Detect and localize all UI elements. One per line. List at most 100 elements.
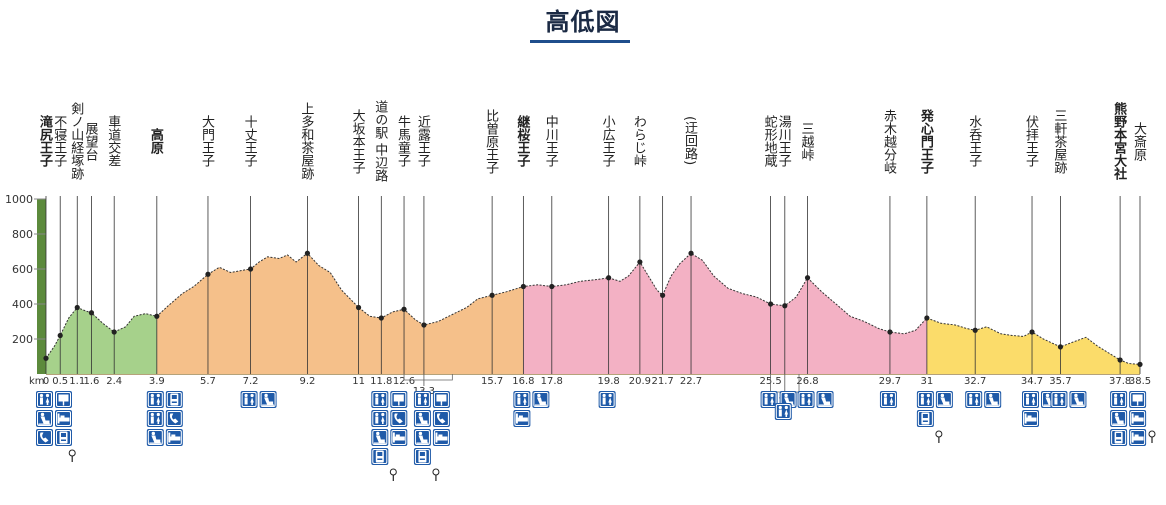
icon-bg [146, 410, 164, 427]
bed-pillow [1134, 434, 1139, 437]
place-label-28: 大斎原 [1131, 122, 1146, 161]
place-name: 滝尻王子 [37, 115, 52, 167]
place-label-26: 三軒茶屋跡 [1051, 109, 1066, 174]
place-label-6: 大門王子 [199, 115, 214, 167]
km-label: 17.8 [541, 376, 563, 387]
hotel-icon [432, 429, 450, 446]
person-body [821, 397, 831, 405]
toilet-body-m [375, 416, 379, 424]
toilet-head-m [244, 393, 248, 398]
place-name: 牛馬童子 [395, 115, 411, 167]
place-label-2: 剣ノ山経塚跡 [68, 102, 83, 180]
icon-frame [372, 411, 388, 426]
info-board [1132, 394, 1143, 402]
icon-frame [917, 411, 933, 426]
facility-group [1110, 391, 1147, 446]
point [247, 266, 254, 272]
toilet-body-f [926, 397, 931, 403]
place-label-24: 水呑王子 [966, 115, 981, 167]
vending-icon [1110, 429, 1128, 446]
place-label-13: 比曽原王子 [483, 109, 498, 174]
toilet-body-f [770, 397, 774, 403]
toilet-head-f [1031, 393, 1036, 398]
place-label-14: 継桜王子 [514, 115, 529, 167]
km-label: 1.1 [69, 376, 85, 387]
profile-line [45, 252, 1141, 365]
info-post [62, 401, 65, 406]
person-head [988, 393, 993, 398]
toilet-body-m [1054, 397, 1058, 405]
vending-slot [61, 439, 66, 441]
place-name: 湯川王子 [775, 115, 791, 167]
person-head [1045, 393, 1050, 398]
phone-icon [390, 410, 408, 427]
km-label: 19.8 [597, 376, 619, 387]
toilet-body-m [1026, 397, 1030, 405]
km-label: 35.7 [1049, 376, 1071, 387]
bench-seat [534, 404, 547, 406]
toilet-body-f [156, 416, 161, 422]
bed-pillow [395, 434, 400, 437]
km-label: 1.6 [84, 376, 100, 387]
bench-seat [38, 423, 51, 425]
vending-slot [419, 458, 425, 460]
toilet-body-f [1031, 397, 1036, 403]
icon-bg [965, 391, 983, 408]
bed-head [1024, 413, 1027, 424]
hotel-icon [1022, 410, 1040, 427]
km-label: 26.8 [796, 376, 818, 387]
place-label-9: 大坂本王子 [349, 108, 365, 174]
pin-head [68, 449, 76, 457]
icon-bg [774, 403, 792, 420]
elevation-scale-bar [37, 199, 46, 374]
vending-slot [377, 458, 383, 460]
point [304, 250, 311, 256]
person-body [264, 397, 274, 405]
icon-frame [56, 411, 71, 426]
area-segment-0 [46, 307, 157, 374]
place-label-27: 熊野本宮大社 [1111, 102, 1126, 180]
person-body [418, 416, 428, 424]
icon-frame [1111, 392, 1127, 407]
place-name: 上多和茶屋跡 [298, 102, 314, 180]
person-head [376, 431, 380, 436]
bed-base [1024, 417, 1037, 422]
pin-head [1148, 430, 1156, 438]
toilet-head-m [801, 393, 805, 398]
toilet-legs-f [524, 402, 526, 405]
place-name: 大坂本王子 [349, 108, 365, 174]
toilet-legs-f [1032, 402, 1035, 405]
person-body [40, 416, 50, 424]
phone-handset [40, 432, 49, 443]
toilet-body-m [150, 397, 154, 405]
toilet-head-f [1060, 393, 1064, 398]
toilet-body-f [523, 397, 527, 403]
person-body [375, 435, 385, 443]
point [1117, 357, 1123, 363]
place-name: 発心門王子 [917, 108, 933, 174]
toilet-legs-f [927, 402, 930, 405]
bench-seat [262, 404, 275, 406]
toilet-legs-f [424, 402, 427, 405]
person-head [40, 412, 45, 417]
toilet-head-m [1114, 393, 1118, 398]
toilet-icon [513, 391, 531, 408]
facility-group [797, 391, 834, 408]
point [355, 304, 362, 311]
place-name: 道の駅 中辺路 [372, 99, 388, 183]
icon-frame [414, 430, 430, 445]
icon-frame [147, 411, 163, 426]
point [1137, 361, 1143, 367]
facility-group [513, 391, 550, 427]
icon-frame [37, 430, 52, 445]
toilet-legs-f [382, 421, 384, 424]
toilet-head-m [517, 393, 521, 398]
facility-group [1050, 391, 1087, 408]
toilet-head-f [975, 393, 979, 398]
place-label-0: 滝尻王子 [37, 115, 52, 167]
bed-base [392, 436, 405, 441]
toilet-body-m [417, 397, 421, 405]
icon-frame [514, 392, 530, 407]
icon-frame [372, 392, 388, 407]
toilet-icon [760, 391, 778, 408]
